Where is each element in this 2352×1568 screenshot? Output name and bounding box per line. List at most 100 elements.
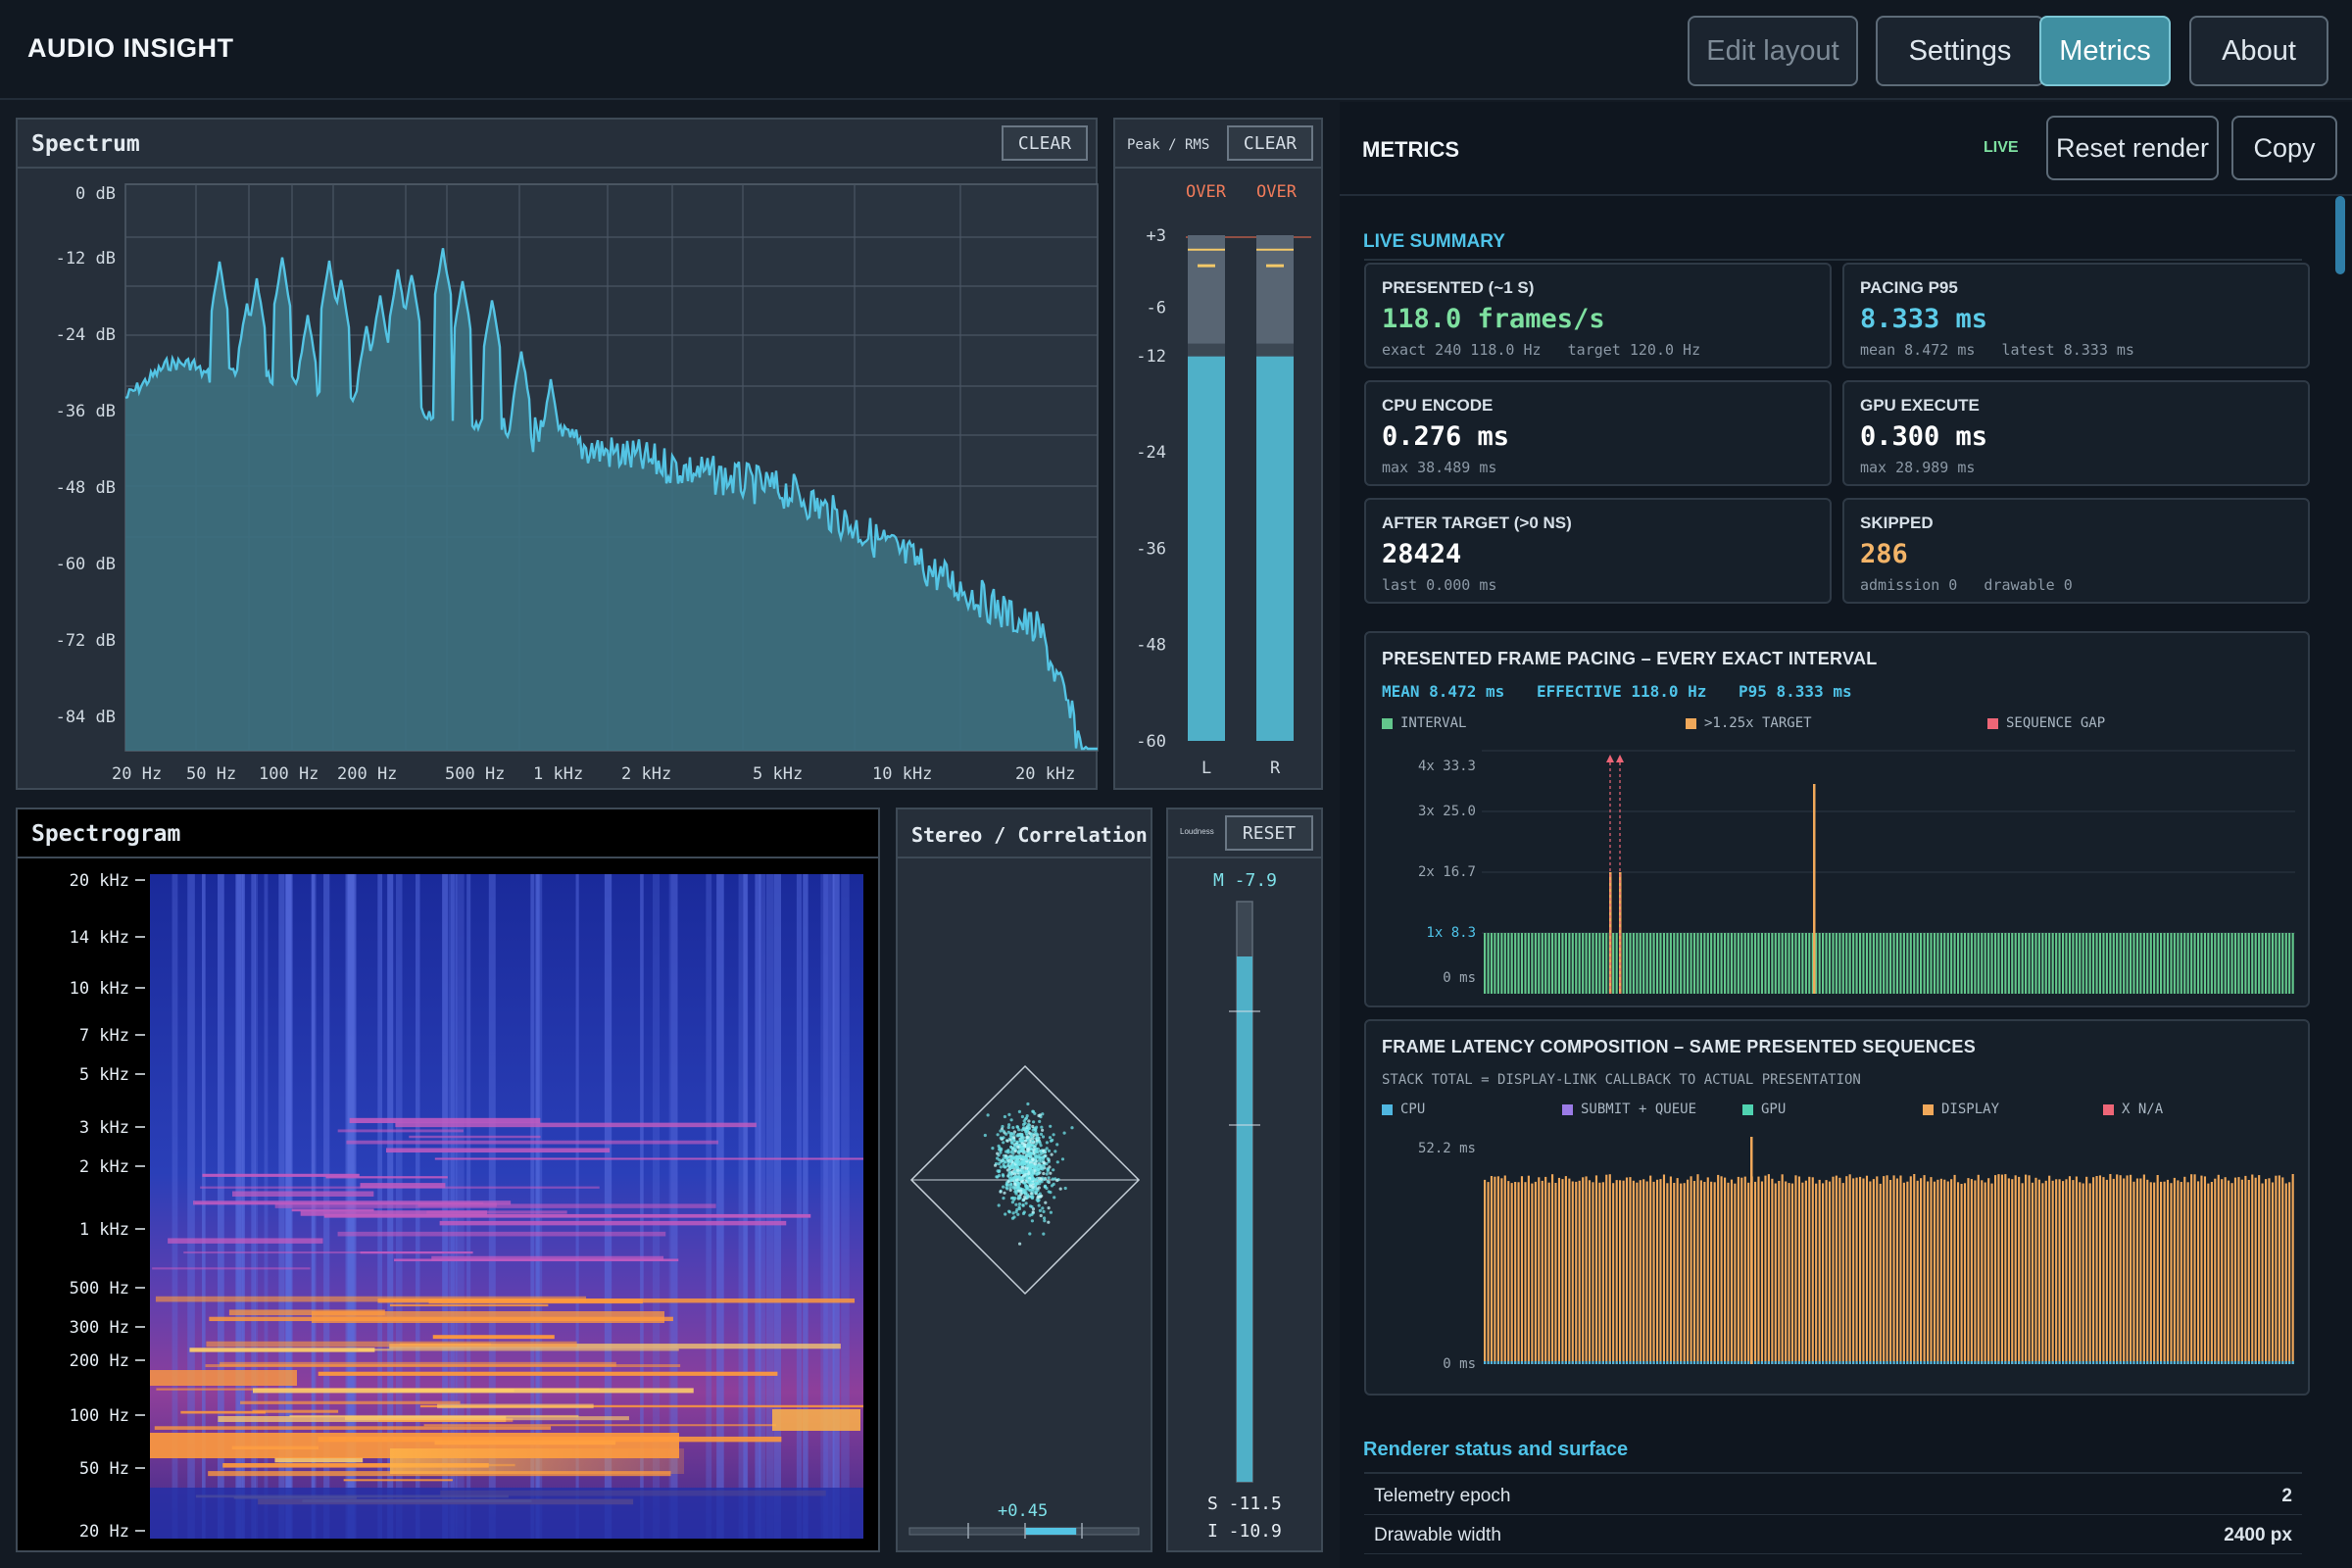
latency-bar bbox=[1737, 1176, 1740, 1364]
latency-cpu-segment bbox=[2254, 1361, 2257, 1364]
pacing-bar bbox=[1699, 933, 1702, 994]
latency-bar bbox=[2068, 1176, 2072, 1364]
pacing-bar bbox=[2180, 933, 2182, 994]
table-row: Drawable width 2400 px bbox=[1364, 1515, 2302, 1554]
latency-cpu-segment bbox=[2203, 1361, 2207, 1364]
spectrogram-y-label: 500 Hz bbox=[70, 1279, 129, 1298]
latency-cpu-segment bbox=[2207, 1361, 2210, 1364]
pacing-bar bbox=[2156, 933, 2159, 994]
pacing-bar bbox=[1794, 933, 1797, 994]
latency-cpu-segment bbox=[2281, 1361, 2284, 1364]
metric-card: PACING P95 8.333 ms mean 8.472 ms latest… bbox=[1842, 263, 2310, 368]
latency-bar bbox=[1832, 1176, 1835, 1364]
pacing-bar bbox=[2072, 933, 2075, 994]
latency-bar bbox=[1734, 1183, 1737, 1364]
peak-rms-clear-button[interactable]: CLEAR bbox=[1227, 125, 1313, 161]
latency-cpu-segment bbox=[1710, 1361, 1713, 1364]
latency-cpu-segment bbox=[1939, 1361, 1942, 1364]
pacing-bar bbox=[2000, 933, 2004, 994]
pacing-bar bbox=[2278, 933, 2280, 994]
latency-cpu-segment bbox=[2095, 1361, 2098, 1364]
latency-cpu-segment bbox=[2247, 1361, 2250, 1364]
latency-cpu-segment bbox=[1494, 1361, 1496, 1364]
latency-bar bbox=[2028, 1175, 2031, 1364]
spectrum-x-label: 2 kHz bbox=[621, 764, 672, 784]
pacing-bar bbox=[2139, 933, 2142, 994]
latency-bar bbox=[1788, 1183, 1790, 1364]
pacing-bar bbox=[1936, 933, 1939, 994]
latency-bar bbox=[1487, 1182, 1490, 1364]
latency-cpu-segment bbox=[1601, 1361, 1604, 1364]
latency-bar bbox=[2014, 1175, 2017, 1364]
latency-bar bbox=[2130, 1174, 2132, 1364]
edit-layout-button[interactable]: Edit layout bbox=[1688, 16, 1858, 86]
latency-bar bbox=[2210, 1182, 2213, 1364]
latency-bar bbox=[1923, 1175, 1926, 1364]
latency-bar bbox=[1527, 1175, 1530, 1364]
pacing-bar bbox=[1977, 933, 1980, 994]
pacing-bar bbox=[1703, 933, 1706, 994]
pacing-bar bbox=[1734, 933, 1737, 994]
latency-cpu-segment bbox=[2221, 1361, 2224, 1364]
pacing-bar bbox=[1797, 933, 1801, 994]
metrics-button[interactable]: Metrics bbox=[2039, 16, 2171, 86]
latency-bar bbox=[1977, 1174, 1980, 1364]
pacing-bar bbox=[1524, 933, 1527, 994]
pacing-bar bbox=[1987, 933, 1990, 994]
about-button[interactable]: About bbox=[2189, 16, 2328, 86]
latency-cpu-segment bbox=[1835, 1361, 1838, 1364]
meter-scale-label: -48 bbox=[1136, 636, 1166, 656]
latency-cpu-segment bbox=[1680, 1361, 1683, 1364]
latency-bar bbox=[2119, 1175, 2122, 1364]
latency-cpu-segment bbox=[2112, 1361, 2115, 1364]
spectrum-clear-button[interactable]: CLEAR bbox=[1002, 125, 1088, 161]
latency-cpu-segment bbox=[1953, 1361, 1956, 1364]
copy-button[interactable]: Copy bbox=[2231, 116, 2337, 180]
latency-bar bbox=[2197, 1181, 2200, 1364]
latency-bar bbox=[2275, 1175, 2278, 1364]
pacing-bar bbox=[1687, 933, 1690, 994]
loudness-panel: Loudness RESET M -7.9 S -11.5 I -10.9 bbox=[1166, 808, 1323, 1552]
metric-card: SKIPPED 286 admission 0 drawable 0 bbox=[1842, 498, 2310, 604]
latency-bar bbox=[1484, 1179, 1487, 1364]
latency-bar bbox=[1987, 1178, 1990, 1364]
latency-bar bbox=[1680, 1183, 1683, 1364]
pacing-bar bbox=[1575, 933, 1578, 994]
pacing-bar bbox=[1625, 933, 1629, 994]
pacing-bar bbox=[1832, 933, 1835, 994]
latency-bar bbox=[2092, 1177, 2095, 1364]
latency-y-label: 52.2 ms bbox=[1418, 1141, 1476, 1156]
latency-bar bbox=[1662, 1174, 1666, 1364]
latency-bar bbox=[1503, 1175, 1506, 1364]
latency-bar bbox=[1767, 1174, 1770, 1364]
latency-bar bbox=[2116, 1174, 2119, 1364]
legend-submit-queue: SUBMIT + QUEUE bbox=[1562, 1102, 1696, 1117]
pacing-bar bbox=[1957, 933, 1960, 994]
latency-cpu-segment bbox=[2004, 1361, 2007, 1364]
latency-bar bbox=[2224, 1177, 2227, 1364]
latency-bar bbox=[2228, 1180, 2230, 1364]
legend-gpu: GPU bbox=[1742, 1102, 1786, 1117]
latency-bar bbox=[1547, 1182, 1550, 1364]
latency-cpu-segment bbox=[1743, 1361, 1746, 1364]
latency-bar bbox=[2041, 1183, 2044, 1364]
pacing-bar bbox=[1601, 933, 1604, 994]
pacing-bar bbox=[2132, 933, 2135, 994]
scrollbar-thumb[interactable] bbox=[2335, 196, 2345, 274]
pacing-bar bbox=[1760, 933, 1764, 994]
latency-bar bbox=[1608, 1174, 1611, 1364]
latency-bar bbox=[2058, 1179, 2061, 1364]
settings-button[interactable]: Settings bbox=[1876, 16, 2044, 86]
latency-bar bbox=[2221, 1179, 2224, 1364]
meter-peak-region bbox=[1188, 235, 1225, 344]
integrated-loudness: I -10.9 bbox=[1207, 1521, 1282, 1542]
reset-render-button[interactable]: Reset render bbox=[2046, 116, 2219, 180]
pacing-bar bbox=[2244, 933, 2247, 994]
latency-cpu-segment bbox=[2014, 1361, 2017, 1364]
pacing-bar bbox=[1754, 933, 1757, 994]
latency-cpu-segment bbox=[1669, 1361, 1672, 1364]
latency-bar bbox=[2007, 1178, 2010, 1364]
pacing-bar bbox=[1933, 933, 1936, 994]
loudness-reset-button[interactable]: RESET bbox=[1225, 815, 1313, 851]
latency-cpu-segment bbox=[2105, 1361, 2108, 1364]
